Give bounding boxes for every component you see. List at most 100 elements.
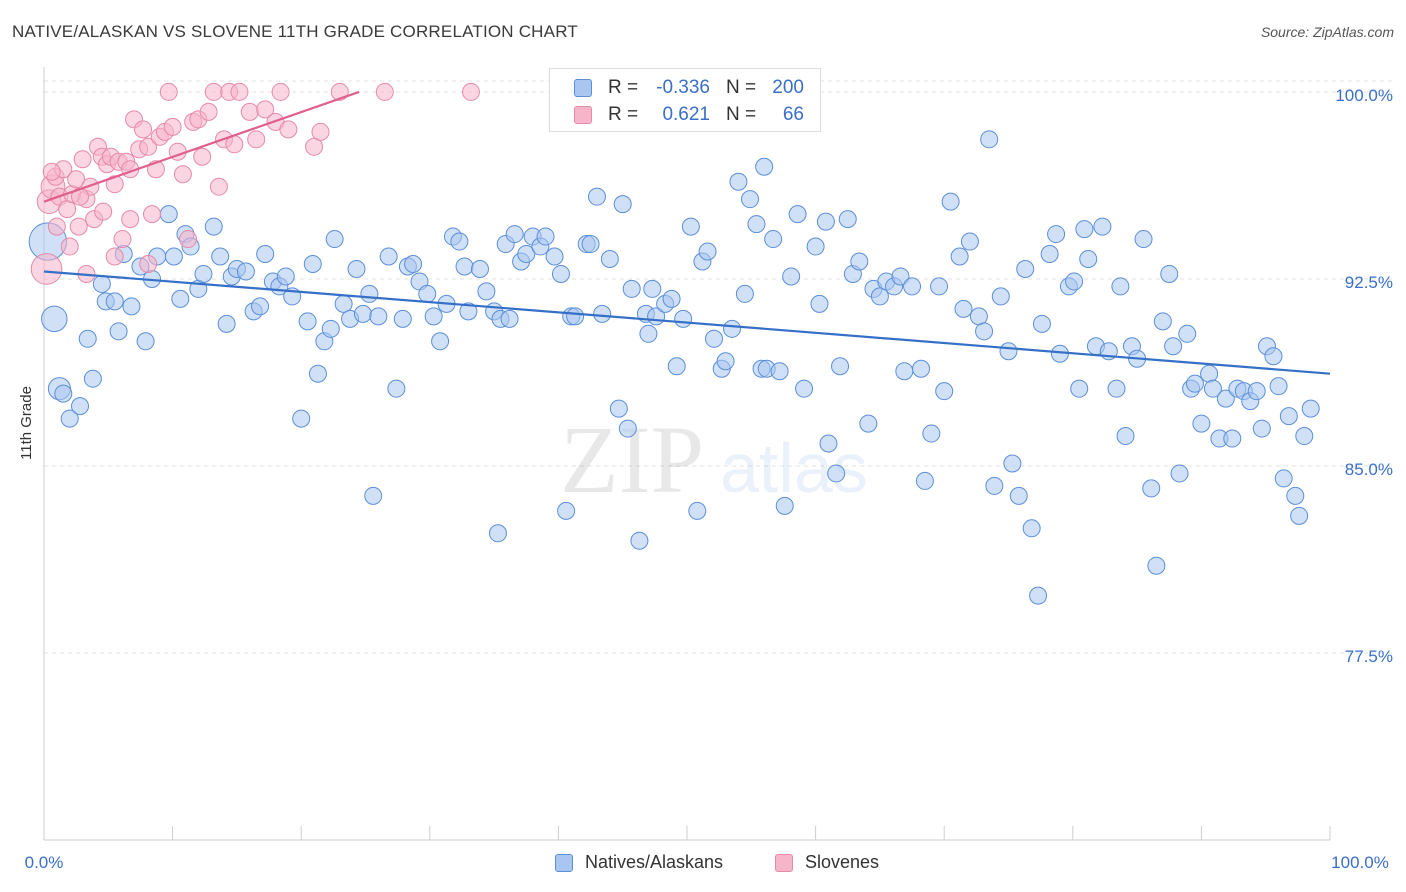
point-slovenes xyxy=(139,254,158,273)
point-slovenes xyxy=(159,82,178,101)
point-natives xyxy=(941,192,960,211)
point-natives xyxy=(581,235,600,254)
point-natives xyxy=(667,357,686,376)
point-slovenes xyxy=(193,147,212,166)
point-natives xyxy=(1107,379,1126,398)
point-natives xyxy=(1301,399,1320,418)
point-natives xyxy=(698,242,717,261)
point-natives xyxy=(775,496,794,515)
point-natives xyxy=(1079,250,1098,269)
point-natives xyxy=(256,245,275,264)
point-natives xyxy=(431,332,450,351)
point-natives xyxy=(387,379,406,398)
point-natives xyxy=(1029,586,1048,605)
point-slovenes xyxy=(47,217,66,236)
point-slovenes xyxy=(105,175,124,194)
point-natives xyxy=(353,304,372,323)
point-natives xyxy=(204,217,223,236)
data-series xyxy=(28,82,1320,605)
point-natives xyxy=(566,307,585,326)
n-value-slovenes: 66 xyxy=(782,104,804,125)
point-natives xyxy=(325,230,344,249)
point-natives xyxy=(1203,379,1222,398)
point-natives xyxy=(716,352,735,371)
point-natives xyxy=(1134,230,1153,249)
point-natives xyxy=(292,409,311,428)
point-natives xyxy=(171,289,190,308)
point-natives xyxy=(1040,245,1059,264)
point-natives xyxy=(488,524,507,543)
point-slovenes xyxy=(113,230,132,249)
point-natives xyxy=(935,382,954,401)
point-natives xyxy=(236,262,255,281)
point-natives xyxy=(1075,220,1094,239)
point-natives xyxy=(630,531,649,550)
point-natives xyxy=(688,501,707,520)
point-natives xyxy=(321,319,340,338)
point-natives xyxy=(1200,364,1219,383)
point-natives xyxy=(379,247,398,266)
watermark: ZIP atlas xyxy=(560,406,868,513)
legend-label-slovenes: Slovenes xyxy=(805,852,880,872)
point-slovenes xyxy=(279,120,298,139)
series-legend: Natives/Alaskans Slovenes xyxy=(0,852,1406,878)
point-natives xyxy=(870,287,889,306)
point-natives xyxy=(459,302,478,321)
point-natives xyxy=(674,309,693,328)
point-natives xyxy=(954,299,973,318)
point-natives xyxy=(41,305,68,333)
point-natives xyxy=(364,486,383,505)
point-slovenes xyxy=(94,202,113,221)
point-natives xyxy=(194,264,213,283)
point-natives xyxy=(975,322,994,341)
point-natives xyxy=(681,217,700,236)
point-natives xyxy=(735,284,754,303)
point-natives xyxy=(1022,519,1041,538)
point-natives xyxy=(1142,479,1161,498)
point-natives xyxy=(517,245,536,264)
point-natives xyxy=(477,282,496,301)
point-natives xyxy=(1116,427,1135,446)
stats-legend: R = -0.336 N = 200 R = 0.621 N = 66 xyxy=(549,68,821,132)
y-tick-label: 92.5% xyxy=(1345,273,1393,292)
point-slovenes xyxy=(30,253,63,285)
point-natives xyxy=(969,307,988,326)
point-slovenes xyxy=(271,82,290,101)
point-natives xyxy=(71,397,90,416)
point-natives xyxy=(551,264,570,283)
point-natives xyxy=(613,195,632,214)
point-natives xyxy=(424,307,443,326)
point-natives xyxy=(991,287,1010,306)
point-natives xyxy=(393,309,412,328)
point-natives xyxy=(1185,374,1204,393)
point-natives xyxy=(618,419,637,438)
r-value-slovenes: 0.621 xyxy=(662,104,710,125)
point-slovenes xyxy=(58,200,77,219)
point-natives xyxy=(859,414,878,433)
point-natives xyxy=(593,304,612,323)
point-natives xyxy=(930,277,949,296)
point-slovenes xyxy=(173,165,192,184)
point-natives xyxy=(903,277,922,296)
point-slovenes xyxy=(305,137,324,156)
y-tick-label: 85.0% xyxy=(1345,460,1393,479)
point-natives xyxy=(770,362,789,381)
point-slovenes xyxy=(179,230,198,249)
point-natives xyxy=(109,322,128,341)
point-slovenes xyxy=(139,137,158,156)
point-natives xyxy=(810,294,829,313)
series-slovenes xyxy=(30,82,480,285)
point-slovenes xyxy=(240,102,259,121)
point-slovenes xyxy=(163,117,182,136)
point-natives xyxy=(404,254,423,273)
point-natives xyxy=(369,307,388,326)
point-natives xyxy=(303,254,322,273)
point-natives xyxy=(764,230,783,249)
y-tick-label: 77.5% xyxy=(1345,647,1393,666)
point-natives xyxy=(1170,464,1189,483)
point-slovenes xyxy=(375,82,394,101)
point-natives xyxy=(211,247,230,266)
point-natives xyxy=(912,359,931,378)
legend-label-natives: Natives/Alaskans xyxy=(585,852,724,872)
